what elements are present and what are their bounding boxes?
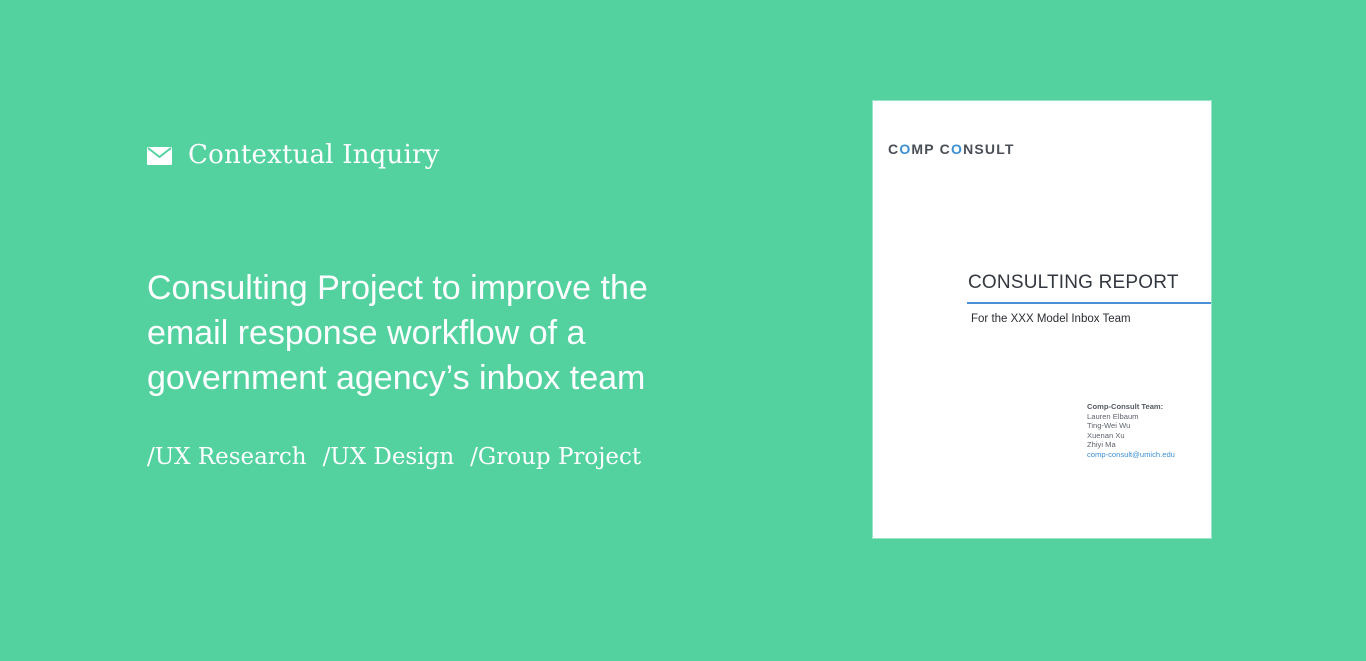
report-title: CONSULTING REPORT — [968, 272, 1179, 293]
headline-line: email response workflow of a — [147, 314, 586, 352]
project-category: Contextual Inquiry — [147, 134, 440, 178]
comp-consult-logo: COMP CONSULT — [888, 141, 1015, 157]
mail-icon — [147, 147, 172, 165]
project-tags: /UX Research /UX Design /Group Project — [147, 440, 641, 474]
report-cover-preview: COMP CONSULT CONSULTING REPORT For the X… — [873, 101, 1211, 538]
team-member: Xuenan Xu — [1087, 430, 1125, 440]
logo-accent-o: O — [899, 141, 912, 157]
tag-group-project: /Group Project — [470, 444, 642, 470]
category-label: Contextual Inquiry — [188, 140, 440, 170]
headline-line: Consulting Project to improve the — [147, 269, 648, 307]
logo-text: NSULT — [963, 141, 1015, 157]
logo-text: MP C — [911, 141, 951, 157]
logo-text: C — [888, 141, 900, 157]
team-member: Lauren Elbaum — [1087, 411, 1139, 421]
project-headline: Consulting Project to improve the email … — [147, 266, 757, 401]
team-email: comp-consult@umich.edu — [1087, 449, 1175, 459]
team-member: Zhiyi Ma — [1087, 440, 1116, 449]
tag-ux-design: /UX Design — [322, 444, 455, 470]
logo-accent-o: O — [950, 141, 964, 157]
team-member: Ting-Wei Wu — [1087, 421, 1131, 430]
report-subtitle: For the XXX Model Inbox Team — [971, 313, 1131, 325]
title-underline — [967, 302, 1211, 304]
tag-ux-research: /UX Research — [147, 444, 307, 470]
headline-line: government agency’s inbox team — [147, 359, 646, 397]
team-block: Comp-Consult Team: Lauren Elbaum Ting-We… — [1087, 402, 1175, 459]
team-heading: Comp-Consult Team: — [1087, 402, 1164, 411]
